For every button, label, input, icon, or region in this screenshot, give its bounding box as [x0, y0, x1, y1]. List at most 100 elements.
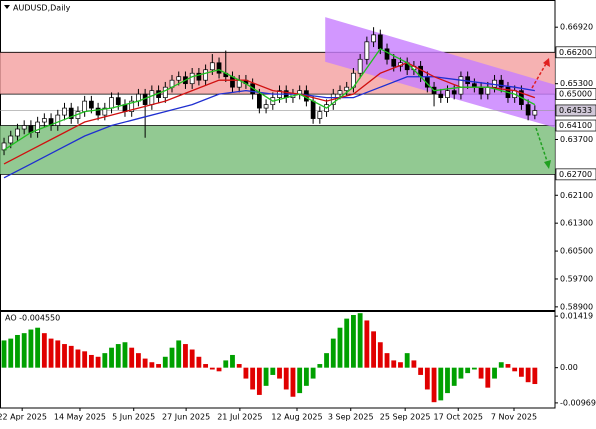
- x-tick-label: 14 May 2025: [54, 413, 106, 422]
- ao-bar: [1, 340, 7, 368]
- ao-bar: [303, 367, 309, 386]
- ao-bar: [216, 367, 222, 372]
- candle-body: [196, 72, 202, 81]
- ao-bar: [21, 333, 27, 368]
- level-label: 0.66200: [559, 48, 592, 57]
- ao-bar: [129, 347, 135, 368]
- candle-body: [48, 118, 54, 126]
- x-tick-label: 17 Oct 2025: [434, 413, 483, 422]
- candle-body: [525, 104, 531, 116]
- ao-layer: [1, 313, 538, 403]
- candle-body: [256, 93, 262, 109]
- ao-bar: [223, 360, 229, 368]
- x-tick-label: 27 Jun 2025: [162, 413, 210, 422]
- ao-bar: [135, 353, 141, 368]
- candle-body: [109, 97, 114, 109]
- down-arrow-head: [544, 160, 551, 169]
- chart-title: AUDUSD,Daily: [13, 4, 71, 13]
- candle-body: [357, 58, 363, 74]
- ao-bar: [357, 313, 363, 368]
- candle-body: [492, 79, 497, 88]
- candle-body: [82, 100, 88, 112]
- ao-y-tick-label: 0.01419: [560, 312, 593, 321]
- level-label: 0.62700: [559, 170, 592, 179]
- up-arrow: [531, 61, 548, 89]
- candle-body: [485, 86, 491, 95]
- ao-bar: [465, 367, 471, 374]
- ao-bar: [498, 362, 504, 368]
- ao-bar: [109, 347, 114, 368]
- ao-bar: [142, 358, 148, 368]
- candle-body: [498, 79, 504, 88]
- zone: [0, 125, 555, 175]
- candle-body: [310, 100, 316, 119]
- candle-body: [216, 62, 222, 74]
- ao-bar: [270, 367, 276, 375]
- candle-body: [189, 72, 195, 85]
- moving-average: [3, 62, 536, 165]
- ao-bar: [203, 364, 209, 368]
- candle-body: [337, 90, 343, 95]
- candle-body: [209, 62, 215, 71]
- ao-bar: [290, 367, 296, 397]
- ao-bar: [48, 338, 54, 368]
- ao-bar: [485, 367, 491, 388]
- ao-bar: [183, 344, 188, 368]
- candle-body: [41, 118, 47, 123]
- ao-bar: [28, 329, 34, 368]
- ao-bar: [243, 367, 249, 379]
- ao-bar: [505, 364, 511, 368]
- ao-bar: [532, 367, 538, 385]
- up-arrow-head: [543, 58, 550, 67]
- ao-bar: [169, 347, 175, 368]
- y-tick-label: 0.65300: [560, 79, 593, 88]
- y-tick-label: 0.60500: [560, 247, 593, 256]
- ao-bar: [256, 367, 262, 395]
- x-tick-label: 3 Sep 2025: [328, 413, 374, 422]
- ao-bar: [62, 344, 67, 368]
- x-tick-label: 7 Nov 2025: [491, 413, 537, 422]
- candle-body: [458, 76, 464, 95]
- level-label-box: [555, 46, 596, 59]
- price-layer: [0, 17, 555, 179]
- x-tick-label: 25 Sep 2025: [380, 413, 431, 422]
- ao-bar: [512, 367, 518, 372]
- ao-bar: [377, 342, 383, 368]
- x-tick-label: 5 Jun 2025: [112, 413, 155, 422]
- x-tick-label: 21 Jul 2025: [217, 413, 262, 422]
- ao-bar: [351, 314, 356, 368]
- ao-y-tick-label: 0.00: [560, 363, 578, 372]
- axes-layer: 0.66920 0.65300 0.63700 0.62100 0.61300 0.605…: [0, 23, 596, 422]
- ao-bar: [445, 367, 450, 394]
- candle-body: [176, 76, 182, 81]
- ao-bar: [55, 340, 61, 368]
- ao-bar: [15, 334, 20, 368]
- ao-bar: [35, 327, 41, 368]
- ao-bar: [492, 367, 497, 379]
- ao-bar: [263, 367, 269, 386]
- candle-body: [95, 107, 101, 116]
- ao-bar: [364, 320, 370, 368]
- level-label-box: [555, 104, 596, 117]
- ao-bar: [250, 367, 256, 390]
- ao-bar: [337, 327, 343, 368]
- candle-body: [317, 111, 323, 119]
- ao-bar: [189, 349, 195, 368]
- ao-bar: [398, 362, 403, 368]
- y-tick-label: 0.61300: [560, 219, 593, 228]
- ao-bar: [471, 367, 477, 370]
- candle-body: [384, 48, 390, 60]
- candle-body: [445, 90, 450, 98]
- candle-body: [35, 121, 40, 133]
- ao-bar: [102, 353, 108, 368]
- candle-body: [364, 41, 370, 60]
- candle-body: [532, 110, 538, 116]
- ao-bar: [411, 360, 417, 368]
- ao-bar: [317, 364, 323, 368]
- level-label: 0.64533: [559, 106, 592, 115]
- ao-bar: [424, 367, 430, 390]
- forecast-arrows: [531, 58, 551, 169]
- ao-bar: [324, 353, 329, 368]
- ao-bar: [196, 356, 202, 368]
- ao-bar: [230, 354, 235, 368]
